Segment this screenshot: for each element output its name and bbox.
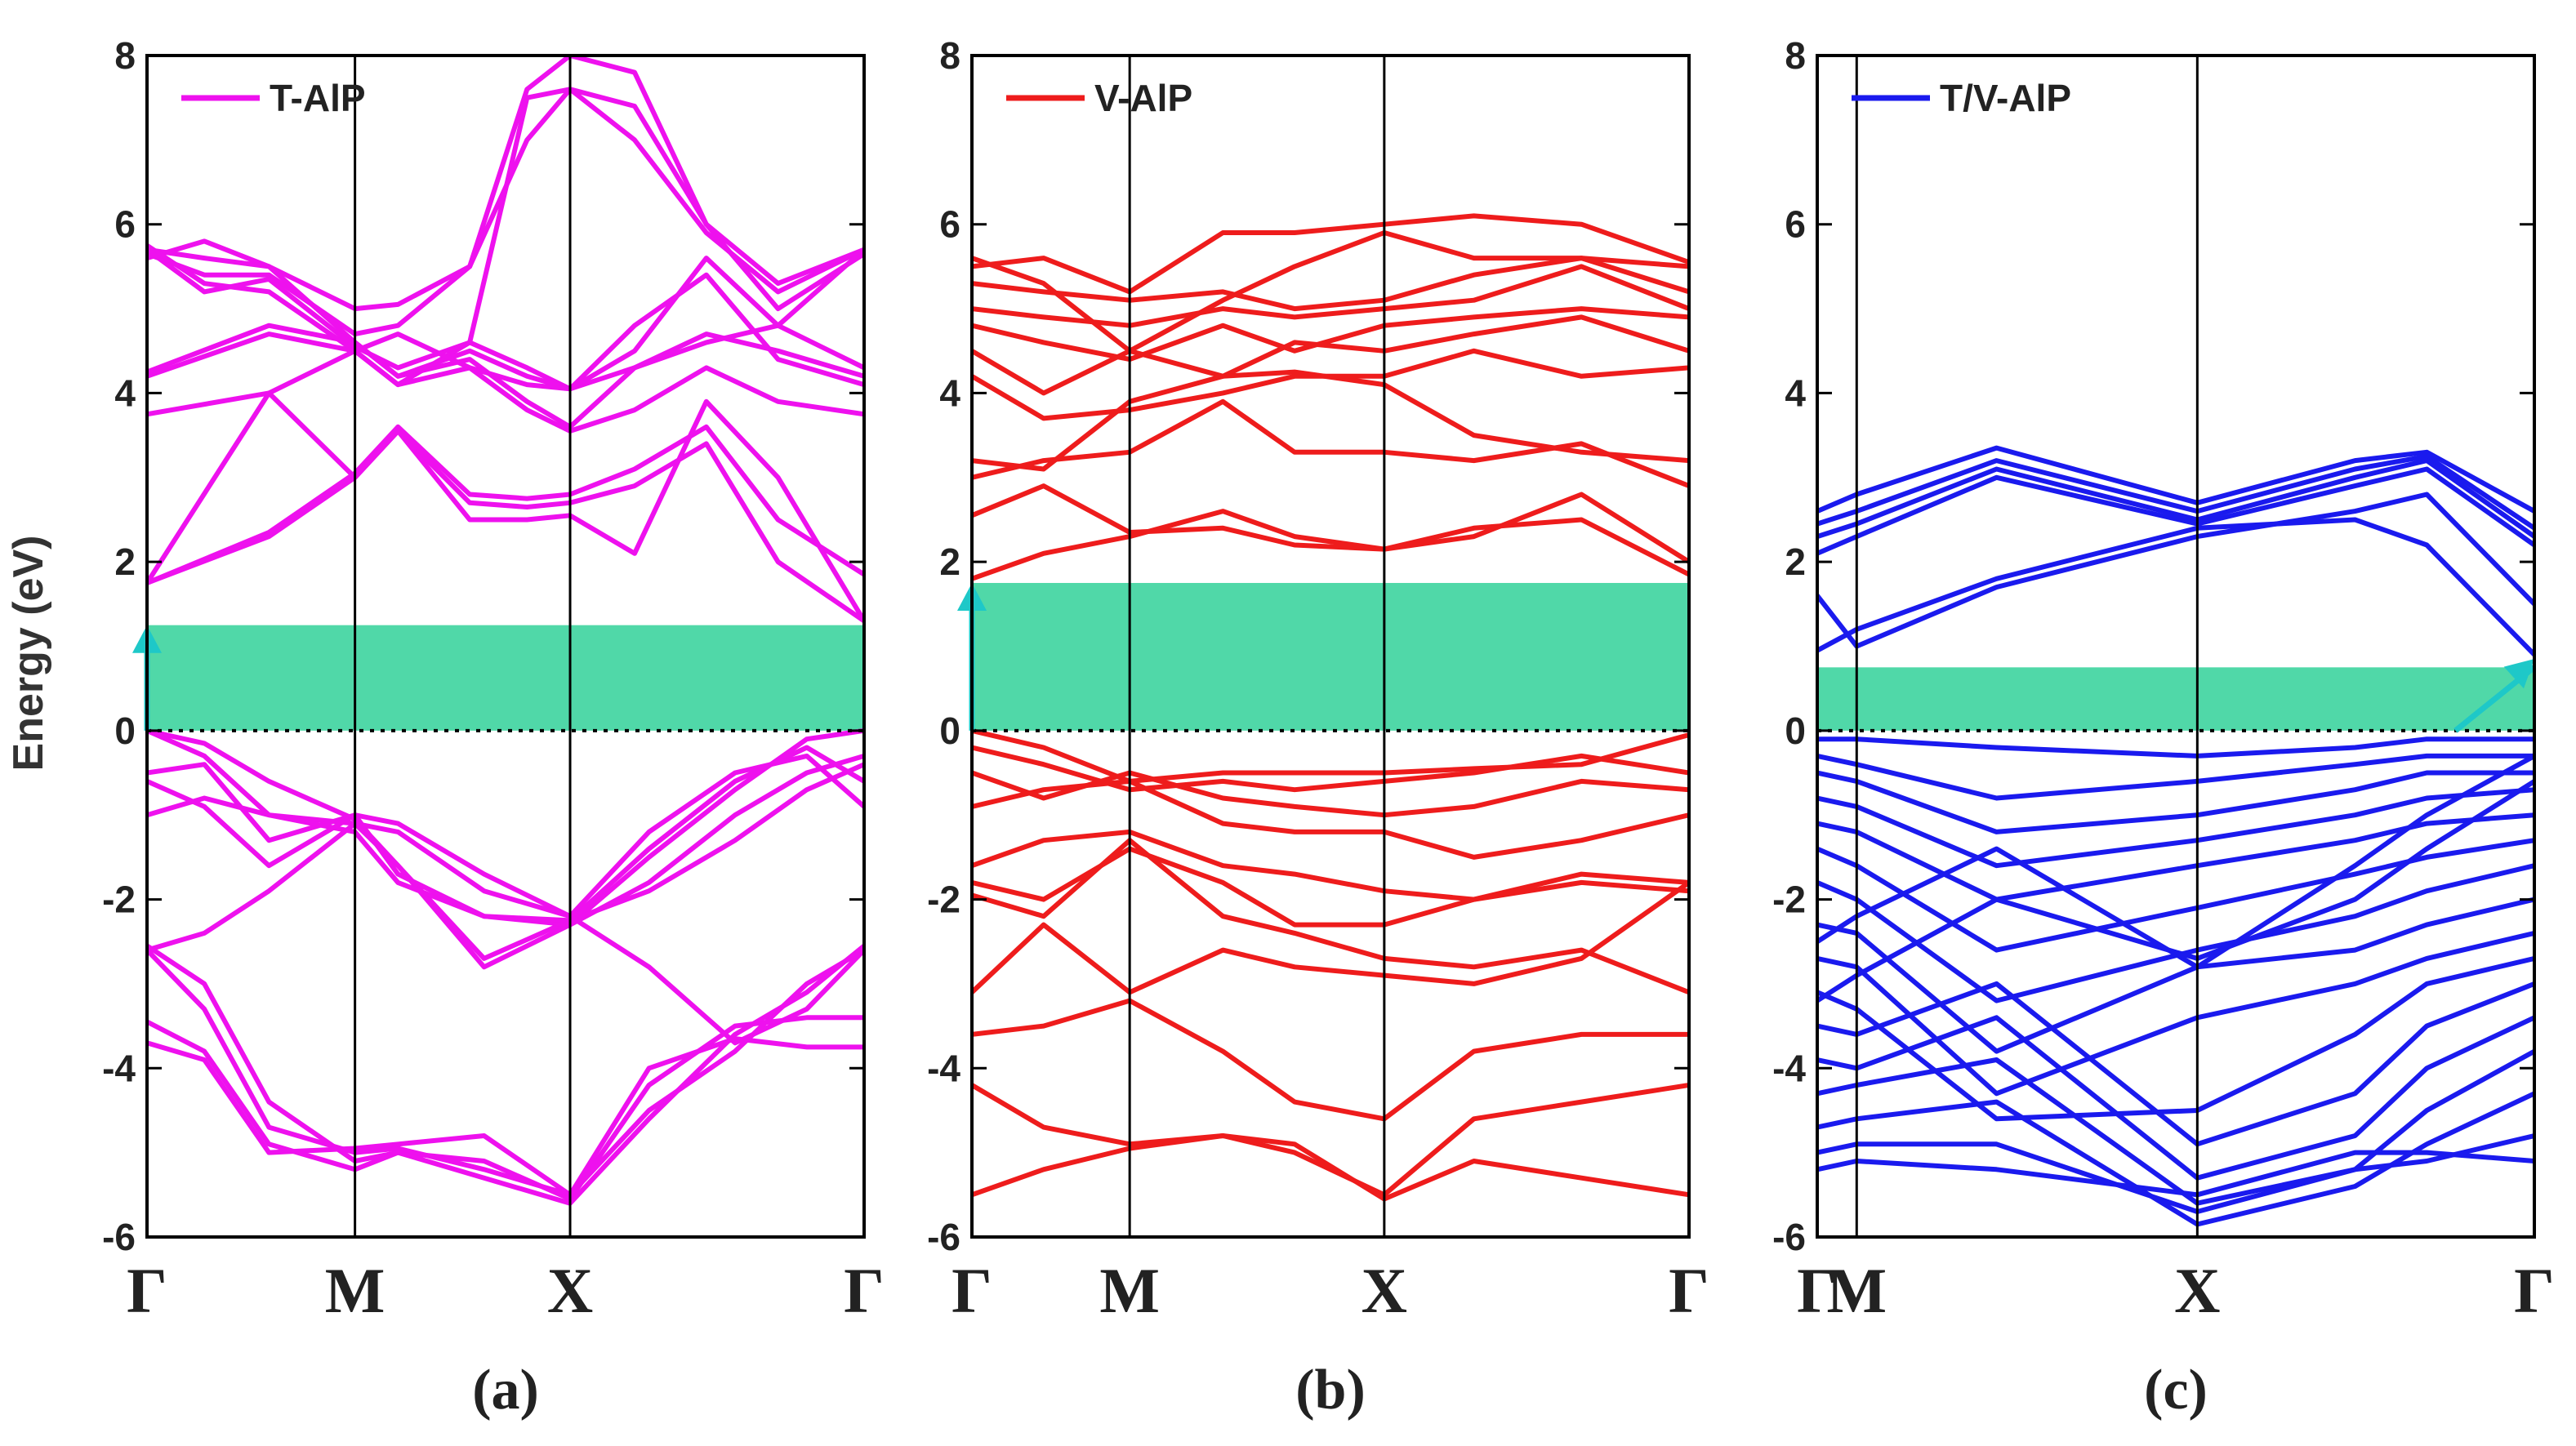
kpoint-label: Γ — [127, 1255, 167, 1326]
kpoint-label: X — [547, 1255, 593, 1326]
band-line-c3 — [972, 398, 1689, 489]
band-line-v10 — [147, 943, 864, 1206]
band-line-c3 — [147, 390, 864, 624]
band-line-c10 — [147, 242, 864, 392]
band-line-c10 — [972, 213, 1689, 295]
y-tick-label: -2 — [102, 879, 136, 921]
band-line-c2 — [147, 424, 864, 585]
band-line-v8 — [147, 947, 864, 1198]
y-tick-label: -4 — [1772, 1047, 1806, 1089]
panel-label: (c) — [2144, 1359, 2208, 1422]
y-tick-label: 6 — [939, 203, 960, 246]
panel-label: (b) — [1295, 1359, 1366, 1422]
band-line-v10 — [972, 1083, 1689, 1198]
band-line-v1 — [147, 727, 864, 970]
kpoint-label: Γ — [1797, 1255, 1838, 1326]
kpoint-label: M — [325, 1255, 386, 1326]
y-tick-label: 8 — [1785, 34, 1806, 77]
panel-1: Γ M X Γ 8 6 4 2 0 -2 -4 -6 T-AlP (a) — [102, 34, 885, 1422]
band-line-c6 — [972, 314, 1689, 396]
kpoint-label: Γ — [2514, 1255, 2555, 1326]
band-line-c6 — [147, 323, 864, 429]
band-line-v2 — [972, 745, 1689, 793]
kpoint-label: X — [2174, 1255, 2220, 1326]
panel-label: (a) — [472, 1359, 539, 1422]
y-tick-label: 4 — [114, 372, 136, 414]
band-gap-region — [1817, 667, 2534, 731]
panel-2: Γ M X Γ 8 6 4 2 0 -2 -4 -6 V-AlP (b) — [927, 34, 1709, 1422]
band-gap-region — [972, 582, 1689, 731]
legend-label: T-AlP — [270, 77, 366, 119]
kpoint-label: Γ — [952, 1255, 992, 1326]
gap-arrow-head — [2503, 659, 2534, 689]
band-line-v9 — [147, 947, 864, 1198]
band-line-c11 — [972, 230, 1689, 354]
band-line-c4 — [972, 369, 1689, 472]
band-line-c8 — [147, 56, 864, 337]
band-line-v7 — [972, 838, 1689, 995]
bands-group — [972, 213, 1689, 1202]
kpoint-label: Γ — [844, 1255, 885, 1326]
legend-label: V-AlP — [1094, 77, 1192, 119]
y-tick-label: 0 — [114, 710, 136, 752]
y-tick-label: 4 — [1785, 372, 1806, 414]
band-line-c1 — [972, 492, 1689, 581]
kpoint-label: X — [1362, 1255, 1407, 1326]
y-tick-label: 6 — [114, 203, 136, 246]
y-tick-label: 2 — [939, 541, 960, 583]
band-line-c8 — [972, 264, 1689, 328]
legend-label: T/V-AlP — [1940, 77, 2071, 119]
band-line-v3 — [972, 770, 1689, 818]
y-tick-label: 6 — [1785, 203, 1806, 246]
band-line-v9 — [972, 998, 1689, 1122]
y-tick-label: 2 — [1785, 541, 1806, 583]
y-tick-label: -4 — [927, 1047, 960, 1089]
band-line-c5 — [972, 348, 1689, 421]
bands-group — [147, 56, 864, 1206]
band-gap-region — [147, 625, 864, 731]
band-line-v2 — [147, 727, 864, 961]
y-tick-label: 2 — [114, 541, 136, 583]
kpoint-label: M — [1099, 1255, 1160, 1326]
kpoint-label: Γ — [1669, 1255, 1709, 1326]
y-tick-label: 8 — [939, 34, 960, 77]
band-line-v1 — [972, 727, 1689, 784]
y-tick-label: -6 — [1772, 1216, 1806, 1258]
band-line-v4 — [972, 778, 1689, 860]
y-tick-label: 8 — [114, 34, 136, 77]
band-line-c7 — [972, 306, 1689, 363]
y-tick-label: 4 — [939, 372, 960, 414]
y-tick-label: -2 — [1772, 879, 1806, 921]
band-line-v11 — [972, 1133, 1689, 1202]
y-tick-label: -6 — [102, 1216, 136, 1258]
y-tick-label: -2 — [927, 879, 960, 921]
band-line-v6 — [972, 846, 1689, 928]
band-line-c5 — [147, 331, 864, 434]
plot-frame — [145, 54, 866, 1239]
y-tick-label: 0 — [1785, 710, 1806, 752]
band-line-v5 — [147, 762, 864, 923]
band-line-c9 — [147, 247, 864, 392]
y-axis-label: Energy (eV) — [5, 536, 52, 772]
plot-frame — [970, 54, 1691, 1239]
y-tick-label: 0 — [939, 710, 960, 752]
y-tick-label: -4 — [102, 1047, 136, 1089]
band-line-v3 — [147, 753, 864, 919]
band-line-c11 — [147, 87, 864, 371]
plot-frame — [1816, 54, 2536, 1239]
band-line-c7 — [147, 87, 864, 312]
kpoint-label: M — [1826, 1255, 1887, 1326]
band-line-c2 — [972, 483, 1689, 577]
band-line-c9 — [972, 256, 1689, 312]
band-line-c4 — [147, 331, 864, 417]
band-line-v5 — [972, 829, 1689, 902]
y-tick-label: -6 — [927, 1216, 960, 1258]
band-line-v8 — [972, 879, 1689, 995]
band-line-c1 — [147, 428, 864, 624]
